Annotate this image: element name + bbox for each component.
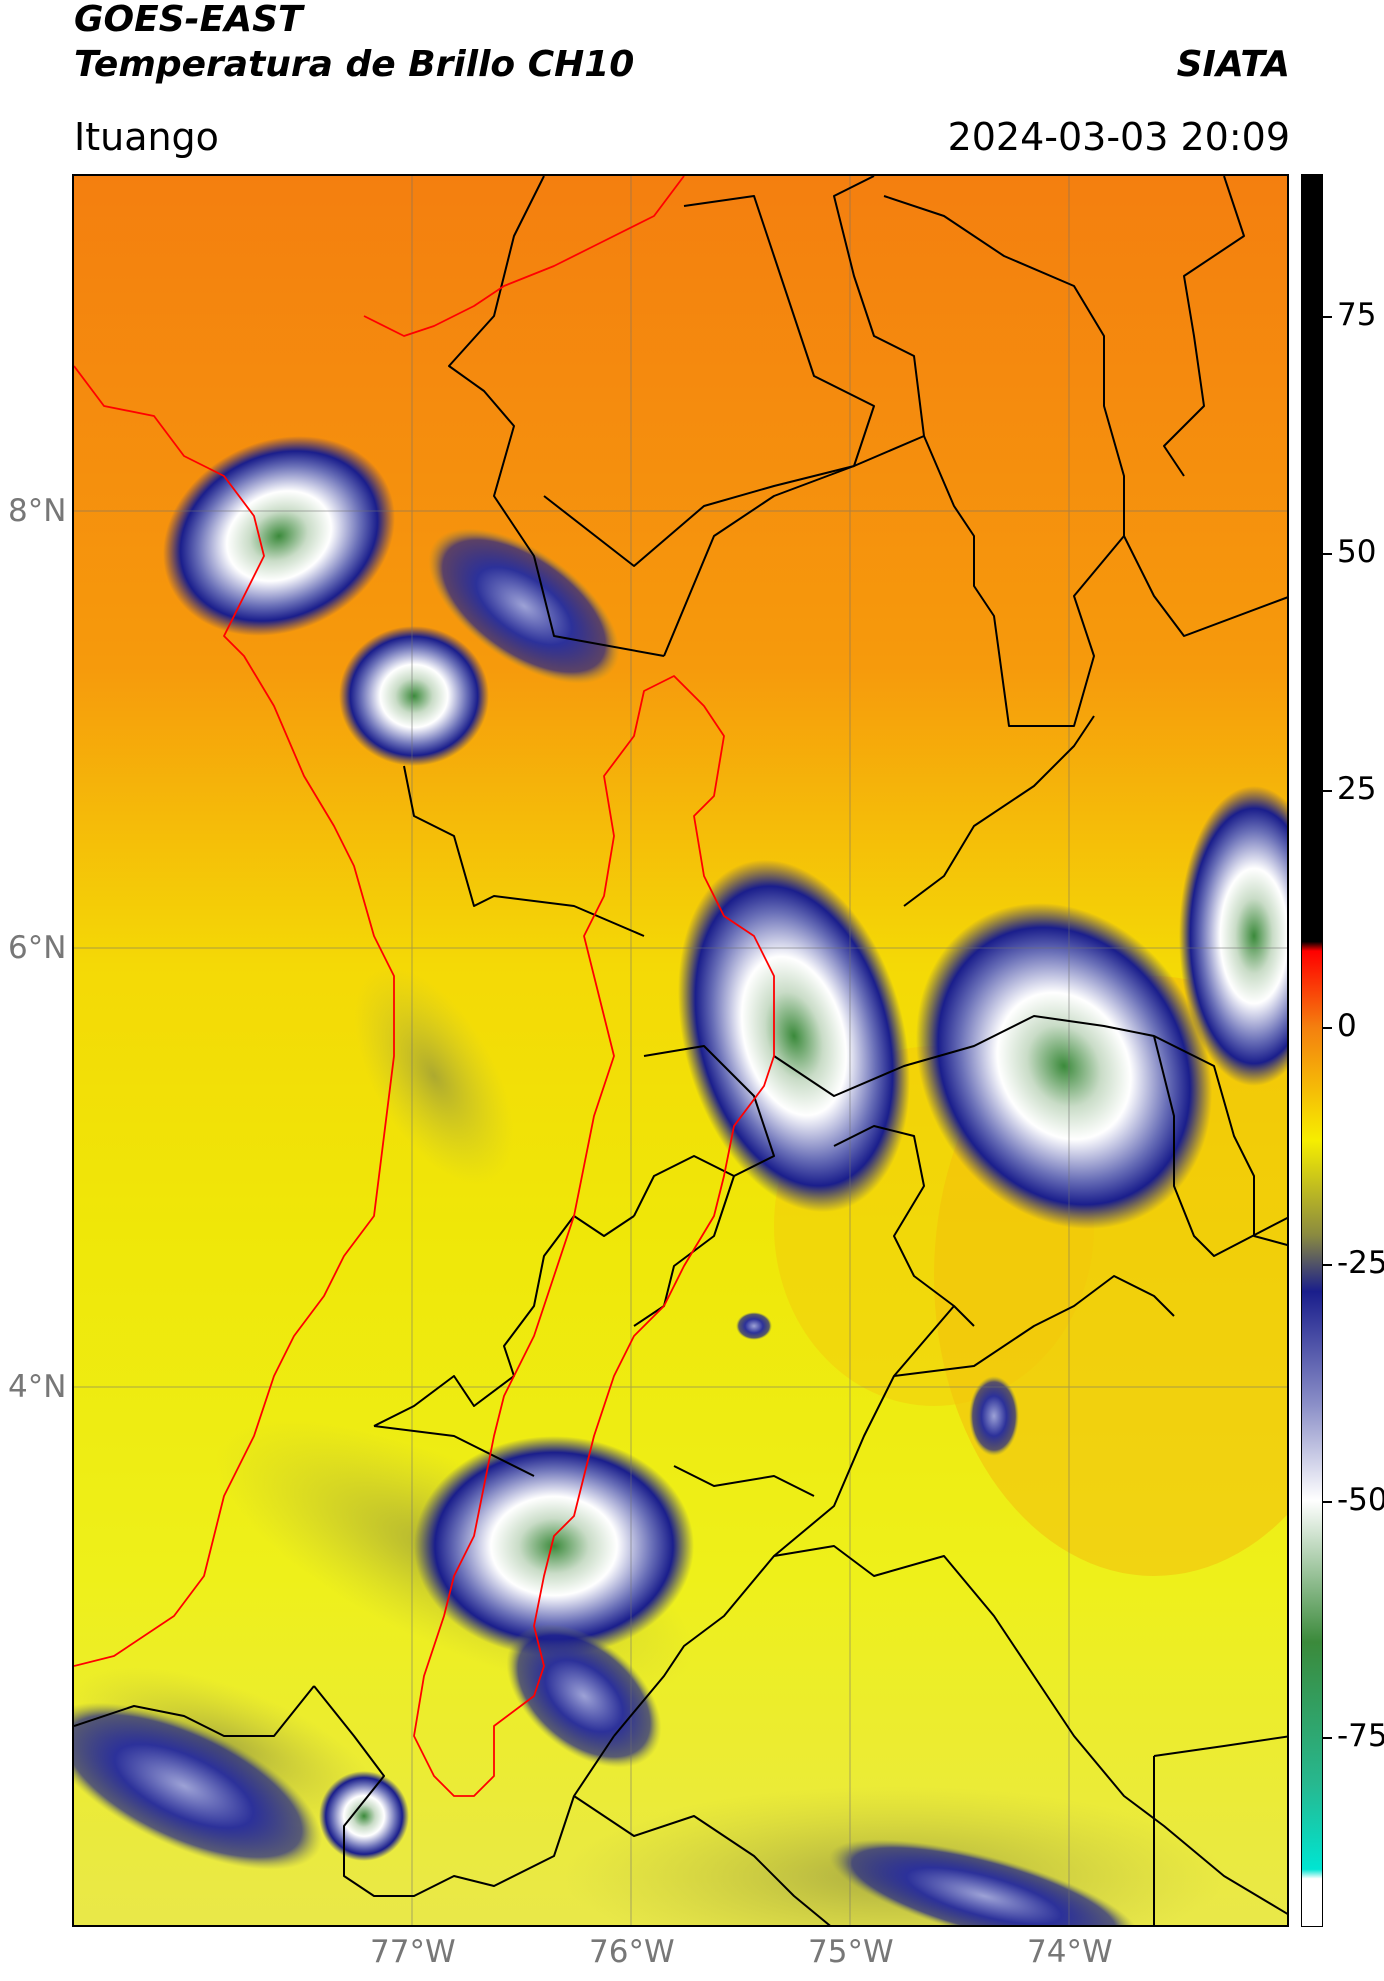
storm-cell	[74, 1702, 323, 1870]
lon-label-76w: 76°W	[589, 1934, 675, 1970]
colorbar-tick-label: -75	[1337, 1718, 1384, 1755]
colorbar-tick	[1323, 1500, 1332, 1503]
colorbar-tick	[1323, 1026, 1332, 1029]
lon-label-74w: 74°W	[1027, 1934, 1113, 1970]
colorbar-tick	[1323, 789, 1332, 792]
colorbar-tick-label: 25	[1337, 770, 1377, 807]
colorbar-tick-label: 50	[1337, 534, 1377, 571]
lat-label-4n: 4°N	[8, 1369, 67, 1405]
storm-cell	[829, 1839, 1139, 1925]
storm-cell	[969, 1376, 1019, 1456]
storm-cell	[339, 626, 489, 766]
lat-label-8n: 8°N	[8, 493, 67, 529]
colorbar-tick-label: 75	[1337, 297, 1377, 334]
brightness-temperature-field	[74, 176, 1287, 1925]
location-label: Ituango	[74, 115, 219, 159]
colorbar-tick	[1323, 553, 1332, 556]
storm-cell	[915, 902, 1213, 1230]
colorbar-tick-label: 0	[1337, 1007, 1357, 1044]
org-label: SIATA	[1176, 44, 1290, 85]
colorbar-tick	[1323, 316, 1332, 319]
storm-cell	[163, 436, 395, 636]
storm-cell	[1179, 786, 1287, 1086]
title-line2: Temperatura de Brillo CH10	[74, 44, 635, 85]
colorbar	[1301, 174, 1323, 1927]
colorbar-tick-label: -50	[1337, 1481, 1384, 1518]
lon-label-77w: 77°W	[370, 1934, 456, 1970]
colorbar-tick	[1323, 1263, 1332, 1266]
datetime-label: 2024-03-03 20:09	[947, 115, 1290, 159]
colorbar-tick-label: -25	[1337, 1244, 1384, 1281]
storm-cell	[506, 1624, 662, 1768]
storm-cell	[319, 1771, 409, 1861]
colorbar-tick	[1323, 1737, 1332, 1740]
satellite-map[interactable]: 8°N	[72, 174, 1289, 1927]
title-line1: GOES-EAST	[74, 0, 303, 40]
storm-cell	[736, 1312, 772, 1340]
lon-label-75w: 75°W	[808, 1934, 894, 1970]
storm-cell	[428, 528, 620, 684]
storm-cell	[414, 1436, 694, 1656]
lat-label-6n: 6°N	[8, 930, 67, 966]
